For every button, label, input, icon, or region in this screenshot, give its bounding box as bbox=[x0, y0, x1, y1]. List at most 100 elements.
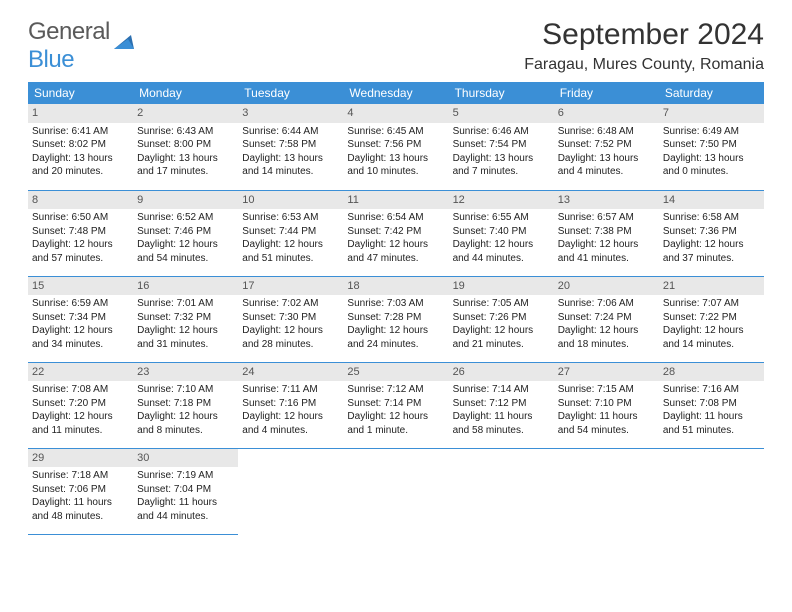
sunrise-line: Sunrise: 7:11 AM bbox=[242, 383, 339, 397]
calendar-cell: 21Sunrise: 7:07 AMSunset: 7:22 PMDayligh… bbox=[659, 276, 764, 362]
calendar-cell: 29Sunrise: 7:18 AMSunset: 7:06 PMDayligh… bbox=[28, 448, 133, 534]
day-number: 2 bbox=[133, 104, 238, 123]
daylight-line: Daylight: 11 hours and 44 minutes. bbox=[137, 496, 234, 523]
daylight-line: Daylight: 12 hours and 4 minutes. bbox=[242, 410, 339, 437]
sunset-line: Sunset: 8:02 PM bbox=[32, 138, 129, 152]
day-number: 14 bbox=[659, 191, 764, 210]
day-number: 22 bbox=[28, 363, 133, 382]
day-number: 21 bbox=[659, 277, 764, 296]
logo-text-blue: Blue bbox=[28, 46, 74, 73]
day-number: 4 bbox=[343, 104, 448, 123]
day-number: 15 bbox=[28, 277, 133, 296]
calendar-table: SundayMondayTuesdayWednesdayThursdayFrid… bbox=[28, 82, 764, 535]
daylight-line: Daylight: 11 hours and 58 minutes. bbox=[453, 410, 550, 437]
calendar-cell: 14Sunrise: 6:58 AMSunset: 7:36 PMDayligh… bbox=[659, 190, 764, 276]
sunset-line: Sunset: 7:06 PM bbox=[32, 483, 129, 497]
day-number: 24 bbox=[238, 363, 343, 382]
location-text: Faragau, Mures County, Romania bbox=[524, 56, 764, 74]
daylight-line: Daylight: 11 hours and 48 minutes. bbox=[32, 496, 129, 523]
day-number: 12 bbox=[449, 191, 554, 210]
sunrise-line: Sunrise: 6:53 AM bbox=[242, 211, 339, 225]
sunrise-line: Sunrise: 6:46 AM bbox=[453, 125, 550, 139]
sunrise-line: Sunrise: 7:02 AM bbox=[242, 297, 339, 311]
daylight-line: Daylight: 13 hours and 17 minutes. bbox=[137, 152, 234, 179]
calendar-cell bbox=[238, 448, 343, 534]
calendar-cell bbox=[449, 448, 554, 534]
month-title: September 2024 bbox=[524, 18, 764, 52]
logo-triangle-icon bbox=[114, 35, 134, 49]
sunset-line: Sunset: 7:34 PM bbox=[32, 311, 129, 325]
sunrise-line: Sunrise: 7:07 AM bbox=[663, 297, 760, 311]
sunset-line: Sunset: 7:50 PM bbox=[663, 138, 760, 152]
day-header: Monday bbox=[133, 82, 238, 104]
calendar-cell: 1Sunrise: 6:41 AMSunset: 8:02 PMDaylight… bbox=[28, 104, 133, 190]
daylight-line: Daylight: 11 hours and 51 minutes. bbox=[663, 410, 760, 437]
sunset-line: Sunset: 7:22 PM bbox=[663, 311, 760, 325]
logo: General Blue bbox=[28, 18, 134, 74]
calendar-cell: 24Sunrise: 7:11 AMSunset: 7:16 PMDayligh… bbox=[238, 362, 343, 448]
daylight-line: Daylight: 12 hours and 1 minute. bbox=[347, 410, 444, 437]
calendar-cell: 6Sunrise: 6:48 AMSunset: 7:52 PMDaylight… bbox=[554, 104, 659, 190]
sunrise-line: Sunrise: 7:12 AM bbox=[347, 383, 444, 397]
calendar-week: 8Sunrise: 6:50 AMSunset: 7:48 PMDaylight… bbox=[28, 190, 764, 276]
sunset-line: Sunset: 8:00 PM bbox=[137, 138, 234, 152]
day-number: 16 bbox=[133, 277, 238, 296]
day-number: 10 bbox=[238, 191, 343, 210]
sunset-line: Sunset: 7:32 PM bbox=[137, 311, 234, 325]
sunset-line: Sunset: 7:26 PM bbox=[453, 311, 550, 325]
sunrise-line: Sunrise: 7:05 AM bbox=[453, 297, 550, 311]
calendar-cell: 15Sunrise: 6:59 AMSunset: 7:34 PMDayligh… bbox=[28, 276, 133, 362]
calendar-cell: 11Sunrise: 6:54 AMSunset: 7:42 PMDayligh… bbox=[343, 190, 448, 276]
day-number: 17 bbox=[238, 277, 343, 296]
daylight-line: Daylight: 12 hours and 18 minutes. bbox=[558, 324, 655, 351]
calendar-body: 1Sunrise: 6:41 AMSunset: 8:02 PMDaylight… bbox=[28, 104, 764, 534]
sunrise-line: Sunrise: 6:43 AM bbox=[137, 125, 234, 139]
day-number: 8 bbox=[28, 191, 133, 210]
calendar-cell: 2 Sunrise: 6:43 AMSunset: 8:00 PMDaylight… bbox=[133, 104, 238, 190]
day-number: 19 bbox=[449, 277, 554, 296]
calendar-cell: 27Sunrise: 7:15 AMSunset: 7:10 PMDayligh… bbox=[554, 362, 659, 448]
sunset-line: Sunset: 7:36 PM bbox=[663, 225, 760, 239]
calendar-cell: 17Sunrise: 7:02 AMSunset: 7:30 PMDayligh… bbox=[238, 276, 343, 362]
sunset-line: Sunset: 7:28 PM bbox=[347, 311, 444, 325]
daylight-line: Daylight: 11 hours and 54 minutes. bbox=[558, 410, 655, 437]
day-number: 9 bbox=[133, 191, 238, 210]
calendar-cell bbox=[343, 448, 448, 534]
sunset-line: Sunset: 7:20 PM bbox=[32, 397, 129, 411]
sunset-line: Sunset: 7:24 PM bbox=[558, 311, 655, 325]
calendar-cell: 30Sunrise: 7:19 AMSunset: 7:04 PMDayligh… bbox=[133, 448, 238, 534]
sunset-line: Sunset: 7:56 PM bbox=[347, 138, 444, 152]
daylight-line: Daylight: 13 hours and 10 minutes. bbox=[347, 152, 444, 179]
calendar-cell bbox=[659, 448, 764, 534]
sunrise-line: Sunrise: 7:10 AM bbox=[137, 383, 234, 397]
calendar-cell: 7Sunrise: 6:49 AMSunset: 7:50 PMDaylight… bbox=[659, 104, 764, 190]
sunrise-line: Sunrise: 6:44 AM bbox=[242, 125, 339, 139]
daylight-line: Daylight: 13 hours and 0 minutes. bbox=[663, 152, 760, 179]
calendar-cell: 26Sunrise: 7:14 AMSunset: 7:12 PMDayligh… bbox=[449, 362, 554, 448]
sunset-line: Sunset: 7:14 PM bbox=[347, 397, 444, 411]
sunrise-line: Sunrise: 7:01 AM bbox=[137, 297, 234, 311]
sunset-line: Sunset: 7:30 PM bbox=[242, 311, 339, 325]
daylight-line: Daylight: 12 hours and 41 minutes. bbox=[558, 238, 655, 265]
sunrise-line: Sunrise: 6:57 AM bbox=[558, 211, 655, 225]
day-header-row: SundayMondayTuesdayWednesdayThursdayFrid… bbox=[28, 82, 764, 104]
daylight-line: Daylight: 13 hours and 14 minutes. bbox=[242, 152, 339, 179]
calendar-cell: 20Sunrise: 7:06 AMSunset: 7:24 PMDayligh… bbox=[554, 276, 659, 362]
day-number: 23 bbox=[133, 363, 238, 382]
sunrise-line: Sunrise: 7:16 AM bbox=[663, 383, 760, 397]
daylight-line: Daylight: 12 hours and 31 minutes. bbox=[137, 324, 234, 351]
sunrise-line: Sunrise: 7:15 AM bbox=[558, 383, 655, 397]
daylight-line: Daylight: 12 hours and 57 minutes. bbox=[32, 238, 129, 265]
calendar-cell: 23Sunrise: 7:10 AMSunset: 7:18 PMDayligh… bbox=[133, 362, 238, 448]
calendar-cell: 5Sunrise: 6:46 AMSunset: 7:54 PMDaylight… bbox=[449, 104, 554, 190]
sunrise-line: Sunrise: 6:45 AM bbox=[347, 125, 444, 139]
sunset-line: Sunset: 7:08 PM bbox=[663, 397, 760, 411]
sunrise-line: Sunrise: 6:50 AM bbox=[32, 211, 129, 225]
sunrise-line: Sunrise: 6:59 AM bbox=[32, 297, 129, 311]
sunrise-line: Sunrise: 6:54 AM bbox=[347, 211, 444, 225]
daylight-line: Daylight: 12 hours and 21 minutes. bbox=[453, 324, 550, 351]
calendar-cell: 28Sunrise: 7:16 AMSunset: 7:08 PMDayligh… bbox=[659, 362, 764, 448]
daylight-line: Daylight: 12 hours and 8 minutes. bbox=[137, 410, 234, 437]
day-header: Tuesday bbox=[238, 82, 343, 104]
daylight-line: Daylight: 12 hours and 24 minutes. bbox=[347, 324, 444, 351]
